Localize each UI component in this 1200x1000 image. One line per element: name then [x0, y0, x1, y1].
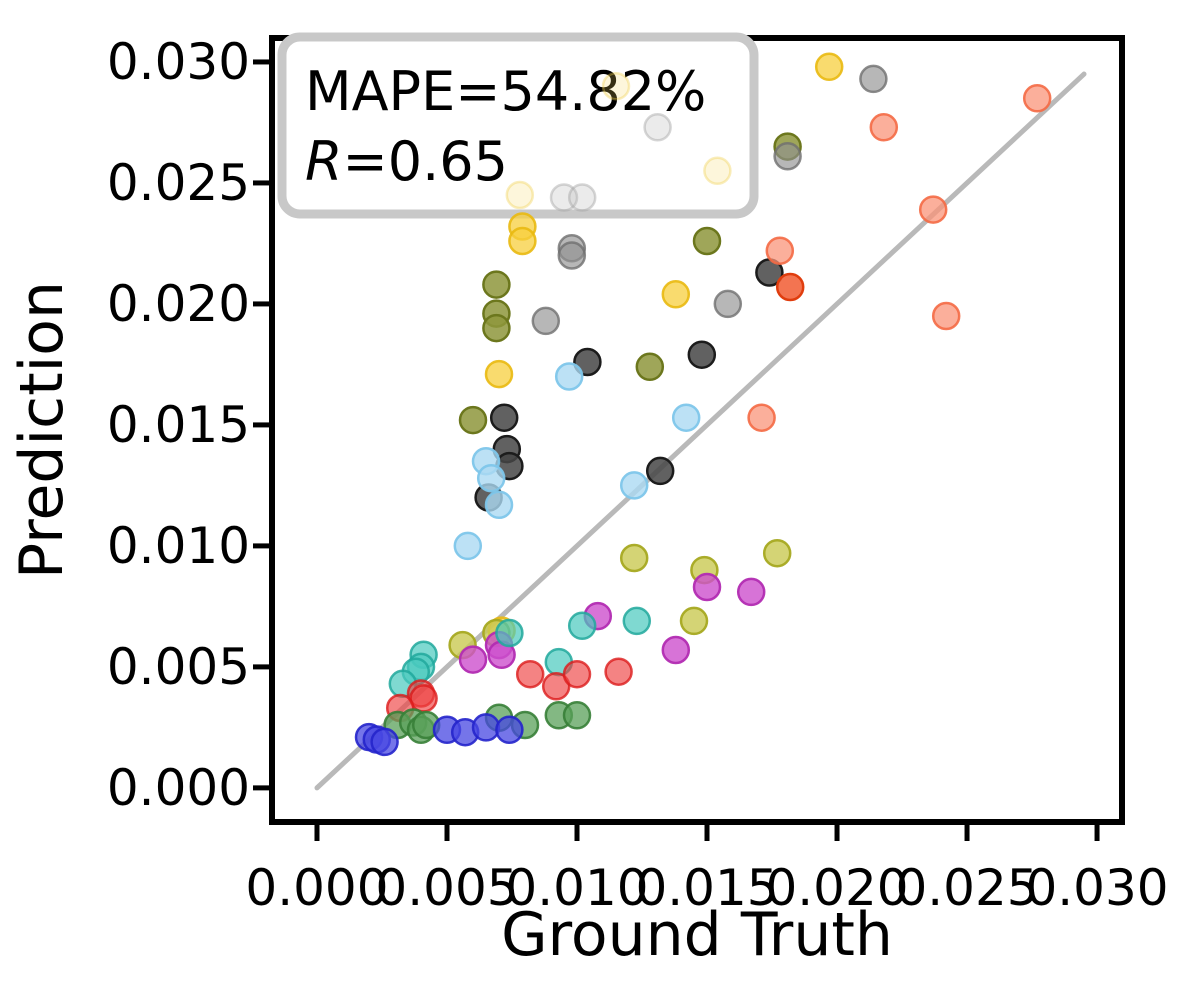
scatter-point-sky-blue: [476, 463, 506, 493]
scatter-point-salmon: [747, 403, 776, 432]
scatter-point-magenta: [661, 635, 691, 665]
scatter-point-pale-yellow: [703, 156, 732, 186]
scatter-point-dark-khaki: [679, 606, 709, 636]
scatter-point-sky-blue: [619, 471, 649, 500]
y-axis-ticks: [253, 59, 269, 791]
x-tick-label: 0.000: [245, 859, 388, 917]
x-axis-ticks: [314, 825, 1100, 841]
y-tick-label: 0.020: [107, 275, 250, 333]
scatter-point-salmon: [931, 301, 961, 331]
y-axis-label: Prediction: [7, 281, 77, 579]
scatter-point-red: [409, 684, 438, 713]
scatter-point-salmon: [869, 113, 899, 142]
annotation-r-value: =0.65: [343, 130, 508, 193]
scatter-point-cyan: [567, 611, 597, 641]
scatter-point-red: [541, 672, 571, 701]
scatter-point-salmon: [918, 195, 948, 224]
annotation-box: MAPE=54.82% R=0.65: [277, 32, 759, 219]
scatter-point-pale-gray: [567, 183, 597, 212]
x-tick-label: 0.005: [375, 859, 518, 917]
scatter-point-gray: [557, 241, 587, 270]
scatter-point-magenta: [736, 577, 766, 607]
y-tick-label: 0.025: [107, 154, 250, 212]
scatter-points: [354, 52, 1052, 757]
scatter-point-olive: [635, 352, 665, 382]
scatter-point-dark-khaki: [619, 543, 649, 573]
scatter-point-olive: [482, 270, 511, 299]
scatter-point-sky-blue: [484, 490, 514, 520]
scatter-point-magenta: [458, 645, 488, 674]
scatter-point-cyan: [622, 606, 652, 636]
scatter-point-red: [562, 659, 592, 689]
x-tick-label: 0.025: [895, 859, 1038, 917]
scatter-point-red: [515, 659, 545, 689]
scatter-point-dark-khaki: [762, 538, 792, 568]
y-tick-label: 0.015: [107, 396, 250, 454]
scatter-point-salmon: [1022, 84, 1052, 113]
scatter-point-yellow: [508, 226, 537, 256]
annotation-r: R=0.65: [305, 130, 508, 193]
y-axis-tick-labels: 0.000 0.005 0.010 0.015 0.020 0.025 0.030: [107, 33, 250, 817]
scatter-point-pale-gray: [549, 183, 579, 212]
scatter-point-sky-blue: [554, 362, 584, 391]
y-tick-label: 0.030: [107, 33, 250, 91]
y-tick-label: 0.005: [107, 638, 250, 696]
scatter-point-gray: [773, 142, 802, 171]
scatter-point-olive: [458, 405, 488, 435]
scatter-point-blue: [495, 715, 524, 745]
y-tick-label: 0.010: [107, 517, 250, 575]
scatter-point-salmon: [765, 236, 795, 265]
scatter-point-olive: [482, 313, 511, 343]
scatter-point-olive: [692, 226, 722, 256]
x-axis-label: Ground Truth: [501, 900, 893, 970]
scatter-point-sky-blue: [671, 403, 701, 432]
y-tick-label: 0.000: [107, 759, 250, 817]
scatter-point-orange-red: [775, 272, 805, 302]
scatter-point-magenta: [692, 572, 722, 602]
annotation-r-symbol: R: [305, 130, 343, 193]
scatter-point-blue: [471, 713, 501, 742]
scatter-point-gray: [531, 306, 561, 336]
scatter-point-pale-yellow: [505, 180, 535, 210]
scatter-point-dark-gray: [645, 456, 675, 486]
x-tick-label: 0.010: [505, 859, 648, 917]
scatter-point-sky-blue: [453, 531, 483, 561]
scatter-point-dark-gray: [687, 340, 717, 369]
scatter-point-yellow: [661, 280, 691, 309]
identity-line: [314, 71, 1087, 791]
scatter-point-dark-gray: [489, 403, 519, 432]
scatter-point-gray: [859, 64, 888, 94]
x-tick-label: 0.020: [765, 859, 908, 917]
x-tick-label: 0.030: [1025, 859, 1168, 917]
scatter-point-red: [604, 657, 633, 686]
scatter-point-green: [562, 701, 592, 730]
scatter-point-gray: [713, 289, 743, 319]
x-tick-label: 0.015: [635, 859, 778, 917]
annotation-mape: MAPE=54.82%: [305, 60, 706, 123]
scatter-point-yellow: [484, 359, 514, 389]
scatter-point-pale-yellow: [601, 71, 631, 101]
scatter-point-pale-gray: [643, 113, 672, 142]
scatter-point-blue: [370, 727, 399, 757]
scatter-point-yellow: [814, 52, 844, 82]
scatter-point-cyan: [495, 618, 524, 648]
